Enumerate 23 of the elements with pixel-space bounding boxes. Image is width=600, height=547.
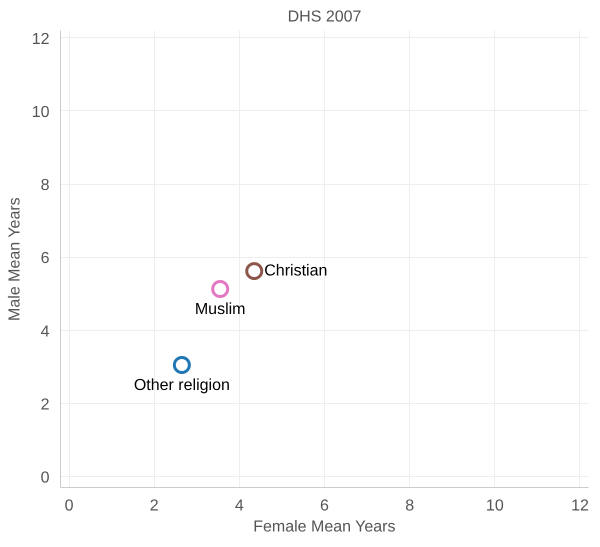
x-axis-title: Female Mean Years [253, 518, 396, 536]
y-tick-label: 0 [40, 470, 50, 487]
y-tick-label: 12 [32, 30, 50, 48]
y-tick-label: 6 [40, 250, 50, 268]
point [245, 262, 264, 280]
x-tick-label: 10 [486, 498, 504, 514]
x-tick-label: 0 [64, 498, 74, 514]
x-tick-label: 12 [571, 498, 589, 514]
y-tick-label: 2 [40, 396, 50, 414]
y-tick-label: 4 [40, 323, 50, 340]
series-label: Christian [264, 262, 328, 280]
x-tick-label: 2 [150, 498, 159, 514]
y-axis-title: Male Mean Years [6, 197, 24, 321]
series-label: Other religion [134, 377, 230, 394]
x-tick-label: 8 [405, 498, 414, 514]
x-tick-label: 6 [320, 498, 330, 514]
chart-title: DHS 2007 [288, 8, 362, 26]
point [211, 280, 230, 298]
x-tick-label: 4 [234, 498, 244, 514]
y-tick-label: 8 [40, 177, 50, 194]
y-tick-label: 10 [32, 104, 50, 121]
series-label: Muslim [194, 300, 246, 318]
point [172, 356, 191, 374]
